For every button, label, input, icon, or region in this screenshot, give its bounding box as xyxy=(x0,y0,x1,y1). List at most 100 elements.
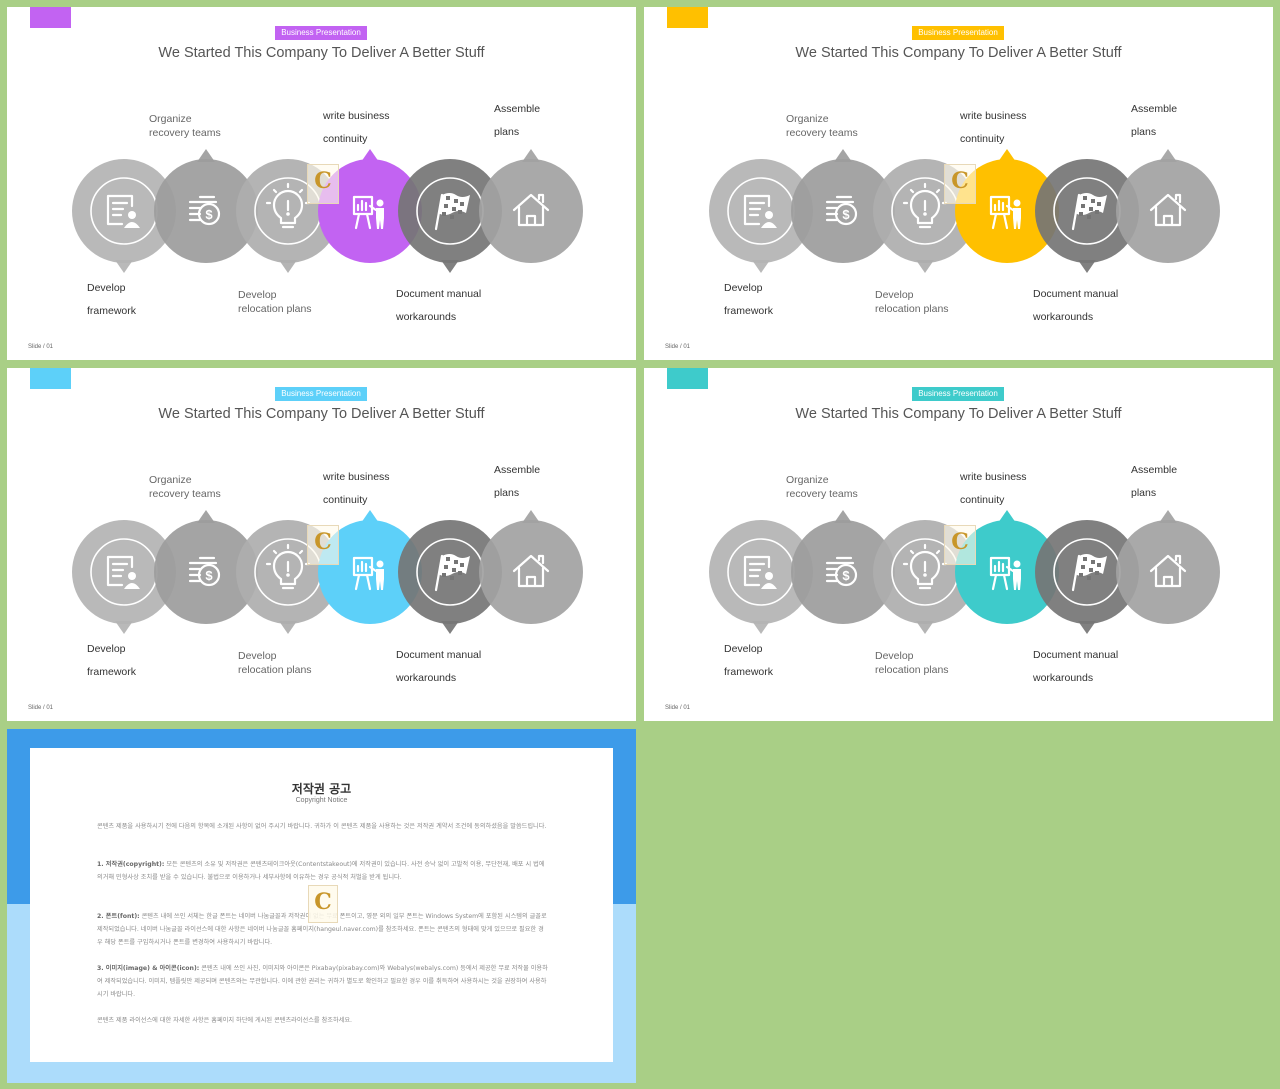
step-label-line1: Assemble xyxy=(494,464,541,476)
step-pointer xyxy=(1159,149,1177,162)
step-label-line2: framework xyxy=(87,305,137,317)
step-pointer xyxy=(279,260,297,273)
step-label-line1: Organize xyxy=(149,113,192,125)
step-label: Document manual workarounds xyxy=(396,283,481,329)
step-label: Organize recovery teams xyxy=(786,112,858,140)
money-coins-icon: $ xyxy=(188,195,221,226)
step-pointer xyxy=(197,510,215,523)
step-circle xyxy=(479,159,583,263)
step-label-line1: Document manual xyxy=(396,288,482,300)
step-label: Assemble plans xyxy=(494,98,540,144)
step-label: Document manual workarounds xyxy=(1033,644,1118,690)
step-label-line2: plans xyxy=(494,487,520,499)
step-label-line2: recovery teams xyxy=(149,488,221,500)
slide-number: Slide / 01 xyxy=(665,344,691,350)
step-pointer xyxy=(1078,260,1096,273)
step-label-line2: continuity xyxy=(323,133,368,145)
notice-item-copyright-text: 모든 콘텐츠의 소유 및 저작권은 콘텐츠테이크아웃(Contentstakeo… xyxy=(97,861,545,881)
slide-number: Slide / 01 xyxy=(665,705,691,711)
step-label-line2: recovery teams xyxy=(149,127,221,139)
svg-text:$: $ xyxy=(205,568,213,583)
step-circle xyxy=(318,520,422,624)
step-circle xyxy=(709,520,813,624)
slide-title: We Started This Company To Deliver A Bet… xyxy=(158,45,485,61)
slide-tag: Business Presentation xyxy=(275,387,367,401)
watermark-letter: C xyxy=(951,168,969,194)
process-step xyxy=(955,510,1059,624)
step-label-line2: workarounds xyxy=(1033,311,1094,323)
slide-title: We Started This Company To Deliver A Bet… xyxy=(795,45,1122,61)
lightbulb-icon xyxy=(254,538,322,606)
slide-variant: Business Presentation We Started This Com… xyxy=(644,7,1273,360)
step-label: Develop relocation plans xyxy=(238,288,312,316)
step-pointer xyxy=(197,149,215,162)
copyright-notice-slide: 저작권 공고 Copyright Notice 콘텐츠 제품을 사용하시기 전에… xyxy=(7,729,636,1083)
step-circle xyxy=(791,520,895,624)
step-label: Organize recovery teams xyxy=(786,473,858,501)
step-label-line1: Organize xyxy=(786,474,829,486)
slide-variant: Business Presentation We Started This Com… xyxy=(7,7,636,360)
watermark-letter: C xyxy=(314,889,332,915)
step-circle xyxy=(955,159,1059,263)
step-circle xyxy=(1116,520,1220,624)
step-label-line2: relocation plans xyxy=(238,303,312,315)
presentation-board-icon xyxy=(989,556,1021,591)
step-circle xyxy=(479,520,583,624)
step-pointer xyxy=(115,260,133,273)
step-pointer xyxy=(361,510,379,523)
step-label: Develop relocation plans xyxy=(875,288,949,316)
step-label-line1: Assemble xyxy=(494,103,541,115)
step-circle xyxy=(955,520,1059,624)
process-diagram: $ xyxy=(709,510,1220,634)
checkered-flag-icon xyxy=(1053,538,1121,606)
process-step: $ xyxy=(154,510,258,624)
house-icon xyxy=(512,554,550,588)
step-label: Document manual workarounds xyxy=(396,644,481,690)
process-step xyxy=(72,520,176,634)
step-pointer xyxy=(1078,621,1096,634)
step-label-line2: relocation plans xyxy=(875,303,949,315)
step-label-line2: framework xyxy=(724,666,774,678)
slide-tag: Business Presentation xyxy=(275,26,367,40)
step-label-line2: framework xyxy=(724,305,774,317)
step-pointer xyxy=(916,260,934,273)
notice-item-copyright: 1. 저작권(copyright): 모든 콘텐츠의 소유 및 저작권은 콘텐츠… xyxy=(97,858,549,884)
watermark-logo: C xyxy=(944,525,976,565)
process-step xyxy=(318,149,422,263)
step-pointer xyxy=(916,621,934,634)
process-diagram: $ xyxy=(72,510,583,634)
process-step xyxy=(398,159,502,273)
step-label-line2: plans xyxy=(1131,487,1157,499)
step-circle xyxy=(154,520,258,624)
watermark-logo: C xyxy=(307,164,339,204)
step-circle xyxy=(154,159,258,263)
step-label: Develop relocation plans xyxy=(875,649,949,677)
step-pointer xyxy=(441,260,459,273)
step-pointer xyxy=(834,149,852,162)
step-label-line2: continuity xyxy=(960,133,1005,145)
process-step: $ xyxy=(791,149,895,263)
process-step xyxy=(72,159,176,273)
step-label-line1: Assemble xyxy=(1131,464,1178,476)
step-pointer xyxy=(522,510,540,523)
step-pointer xyxy=(115,621,133,634)
step-label: write business continuity xyxy=(323,466,390,512)
step-pointer xyxy=(752,260,770,273)
slide-variant: Business Presentation We Started This Com… xyxy=(7,368,636,721)
step-label: Develop framework xyxy=(87,638,136,684)
step-circle xyxy=(72,159,176,263)
step-label-line1: Document manual xyxy=(1033,288,1119,300)
step-pointer xyxy=(361,149,379,162)
step-label-line2: recovery teams xyxy=(786,127,858,139)
process-step xyxy=(479,510,583,624)
slide-tag: Business Presentation xyxy=(912,387,1004,401)
step-pointer xyxy=(834,510,852,523)
step-label-line2: relocation plans xyxy=(875,664,949,676)
step-label: Develop relocation plans xyxy=(238,649,312,677)
svg-text:$: $ xyxy=(842,568,850,583)
step-label: Document manual workarounds xyxy=(1033,283,1118,329)
step-label-line1: write business xyxy=(960,471,1027,483)
step-pointer xyxy=(998,149,1016,162)
house-icon xyxy=(512,193,550,227)
process-step xyxy=(1035,159,1139,273)
